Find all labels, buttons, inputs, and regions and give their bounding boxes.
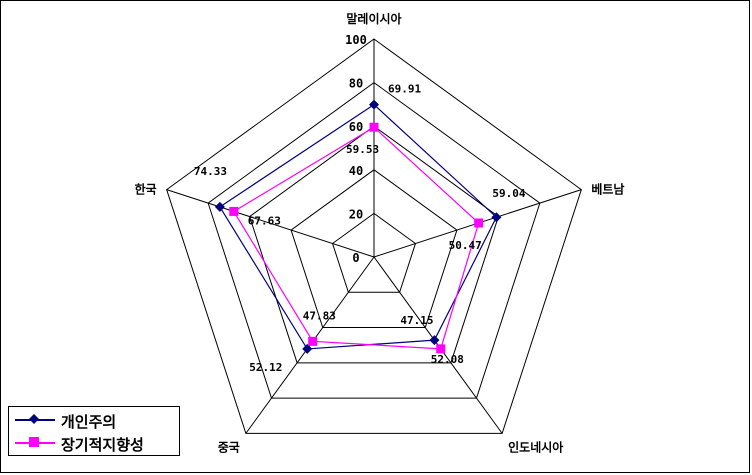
data-point-series-2: [308, 336, 318, 346]
data-label: 47.83: [303, 309, 336, 322]
diamond-marker-icon: [29, 414, 39, 424]
grid-ring: [331, 212, 417, 293]
legend-label-series-1: 개인주의: [61, 413, 117, 431]
series-line-2: [232, 126, 480, 350]
grid-ring: [166, 38, 582, 434]
data-label: 59.04: [492, 187, 525, 200]
tick-label: 20: [349, 207, 363, 221]
data-point-series-1: [302, 343, 313, 354]
category-label: 인도네시아: [508, 439, 563, 454]
legend-item-series-1: 개인주의: [9, 409, 179, 431]
tick-label: 80: [349, 77, 363, 91]
square-marker-icon: [29, 437, 39, 447]
data-label: 52.08: [431, 353, 464, 366]
data-label: 74.33: [194, 165, 227, 178]
category-label: 베트남: [591, 182, 624, 197]
series: [214, 99, 502, 354]
data-label: 59.53: [346, 143, 379, 156]
data-point-series-2: [436, 344, 446, 354]
category-label: 중국: [218, 440, 240, 454]
data-point-series-1: [491, 212, 502, 223]
tick-labels: 0 20 40 60 80 100: [345, 33, 367, 265]
legend-item-series-2: 장기적지향성: [9, 432, 179, 454]
data-label: 47.15: [400, 314, 433, 327]
data-point-series-2: [229, 206, 239, 216]
data-label: 67.63: [248, 214, 281, 227]
data-point-series-1: [369, 99, 379, 110]
data-labels: 69.91 59.04 47.15 52.12 74.33 59.53 50.47 52.08…: [194, 83, 526, 374]
grid-spoke: [166, 189, 375, 258]
data-label: 50.47: [449, 239, 482, 252]
grid-ring: [249, 125, 499, 364]
data-point-series-1: [429, 335, 440, 346]
data-label: 52.12: [249, 361, 282, 374]
tick-label: 40: [349, 164, 363, 178]
data-label: 69.91: [388, 83, 421, 96]
tick-label: 100: [345, 33, 367, 47]
data-point-series-2: [369, 122, 379, 132]
tick-label: 60: [349, 120, 363, 134]
tick-label: 0: [352, 251, 359, 265]
grid: [166, 38, 582, 434]
data-point-series-1: [214, 201, 225, 212]
legend: 개인주의 장기적지향성: [8, 406, 180, 456]
data-point-series-2: [474, 218, 484, 228]
grid-ring: [207, 81, 541, 399]
category-label: 말레이시아: [346, 11, 401, 26]
grid-ring: [290, 169, 458, 329]
category-label: 한국: [135, 182, 157, 197]
legend-label-series-2: 장기적지향성: [61, 436, 144, 454]
